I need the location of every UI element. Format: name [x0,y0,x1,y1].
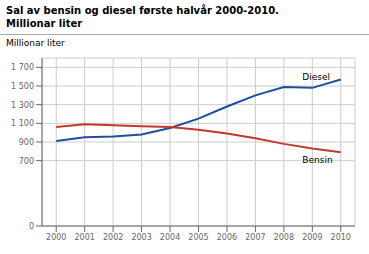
svg-text:700: 700 [19,157,34,166]
svg-text:2010: 2010 [331,233,351,242]
html-text:Millionar liter: Millionar liter [6,38,65,48]
svg-text:1 300: 1 300 [11,101,34,110]
svg-text:2003: 2003 [131,233,151,242]
svg-text:2006: 2006 [217,233,237,242]
html-text:Sal av bensin og diesel første: Sal av bensin og diesel første halvår 20… [6,5,279,16]
svg-text:2009: 2009 [302,233,322,242]
svg-text:Diesel: Diesel [302,72,330,82]
html-text:Millionar liter: Millionar liter [6,18,83,29]
svg-text:2000: 2000 [46,233,66,242]
svg-text:1 100: 1 100 [11,119,34,128]
svg-text:2007: 2007 [245,233,265,242]
svg-text:2008: 2008 [274,233,294,242]
svg-text:1 500: 1 500 [11,82,34,91]
svg-text:0: 0 [29,222,34,231]
svg-text:2004: 2004 [160,233,180,242]
svg-text:Bensin: Bensin [302,155,332,165]
svg-text:2001: 2001 [75,233,95,242]
svg-text:2002: 2002 [103,233,123,242]
svg-text:1 700: 1 700 [11,63,34,72]
svg-text:2005: 2005 [188,233,208,242]
svg-text:900: 900 [19,138,34,147]
